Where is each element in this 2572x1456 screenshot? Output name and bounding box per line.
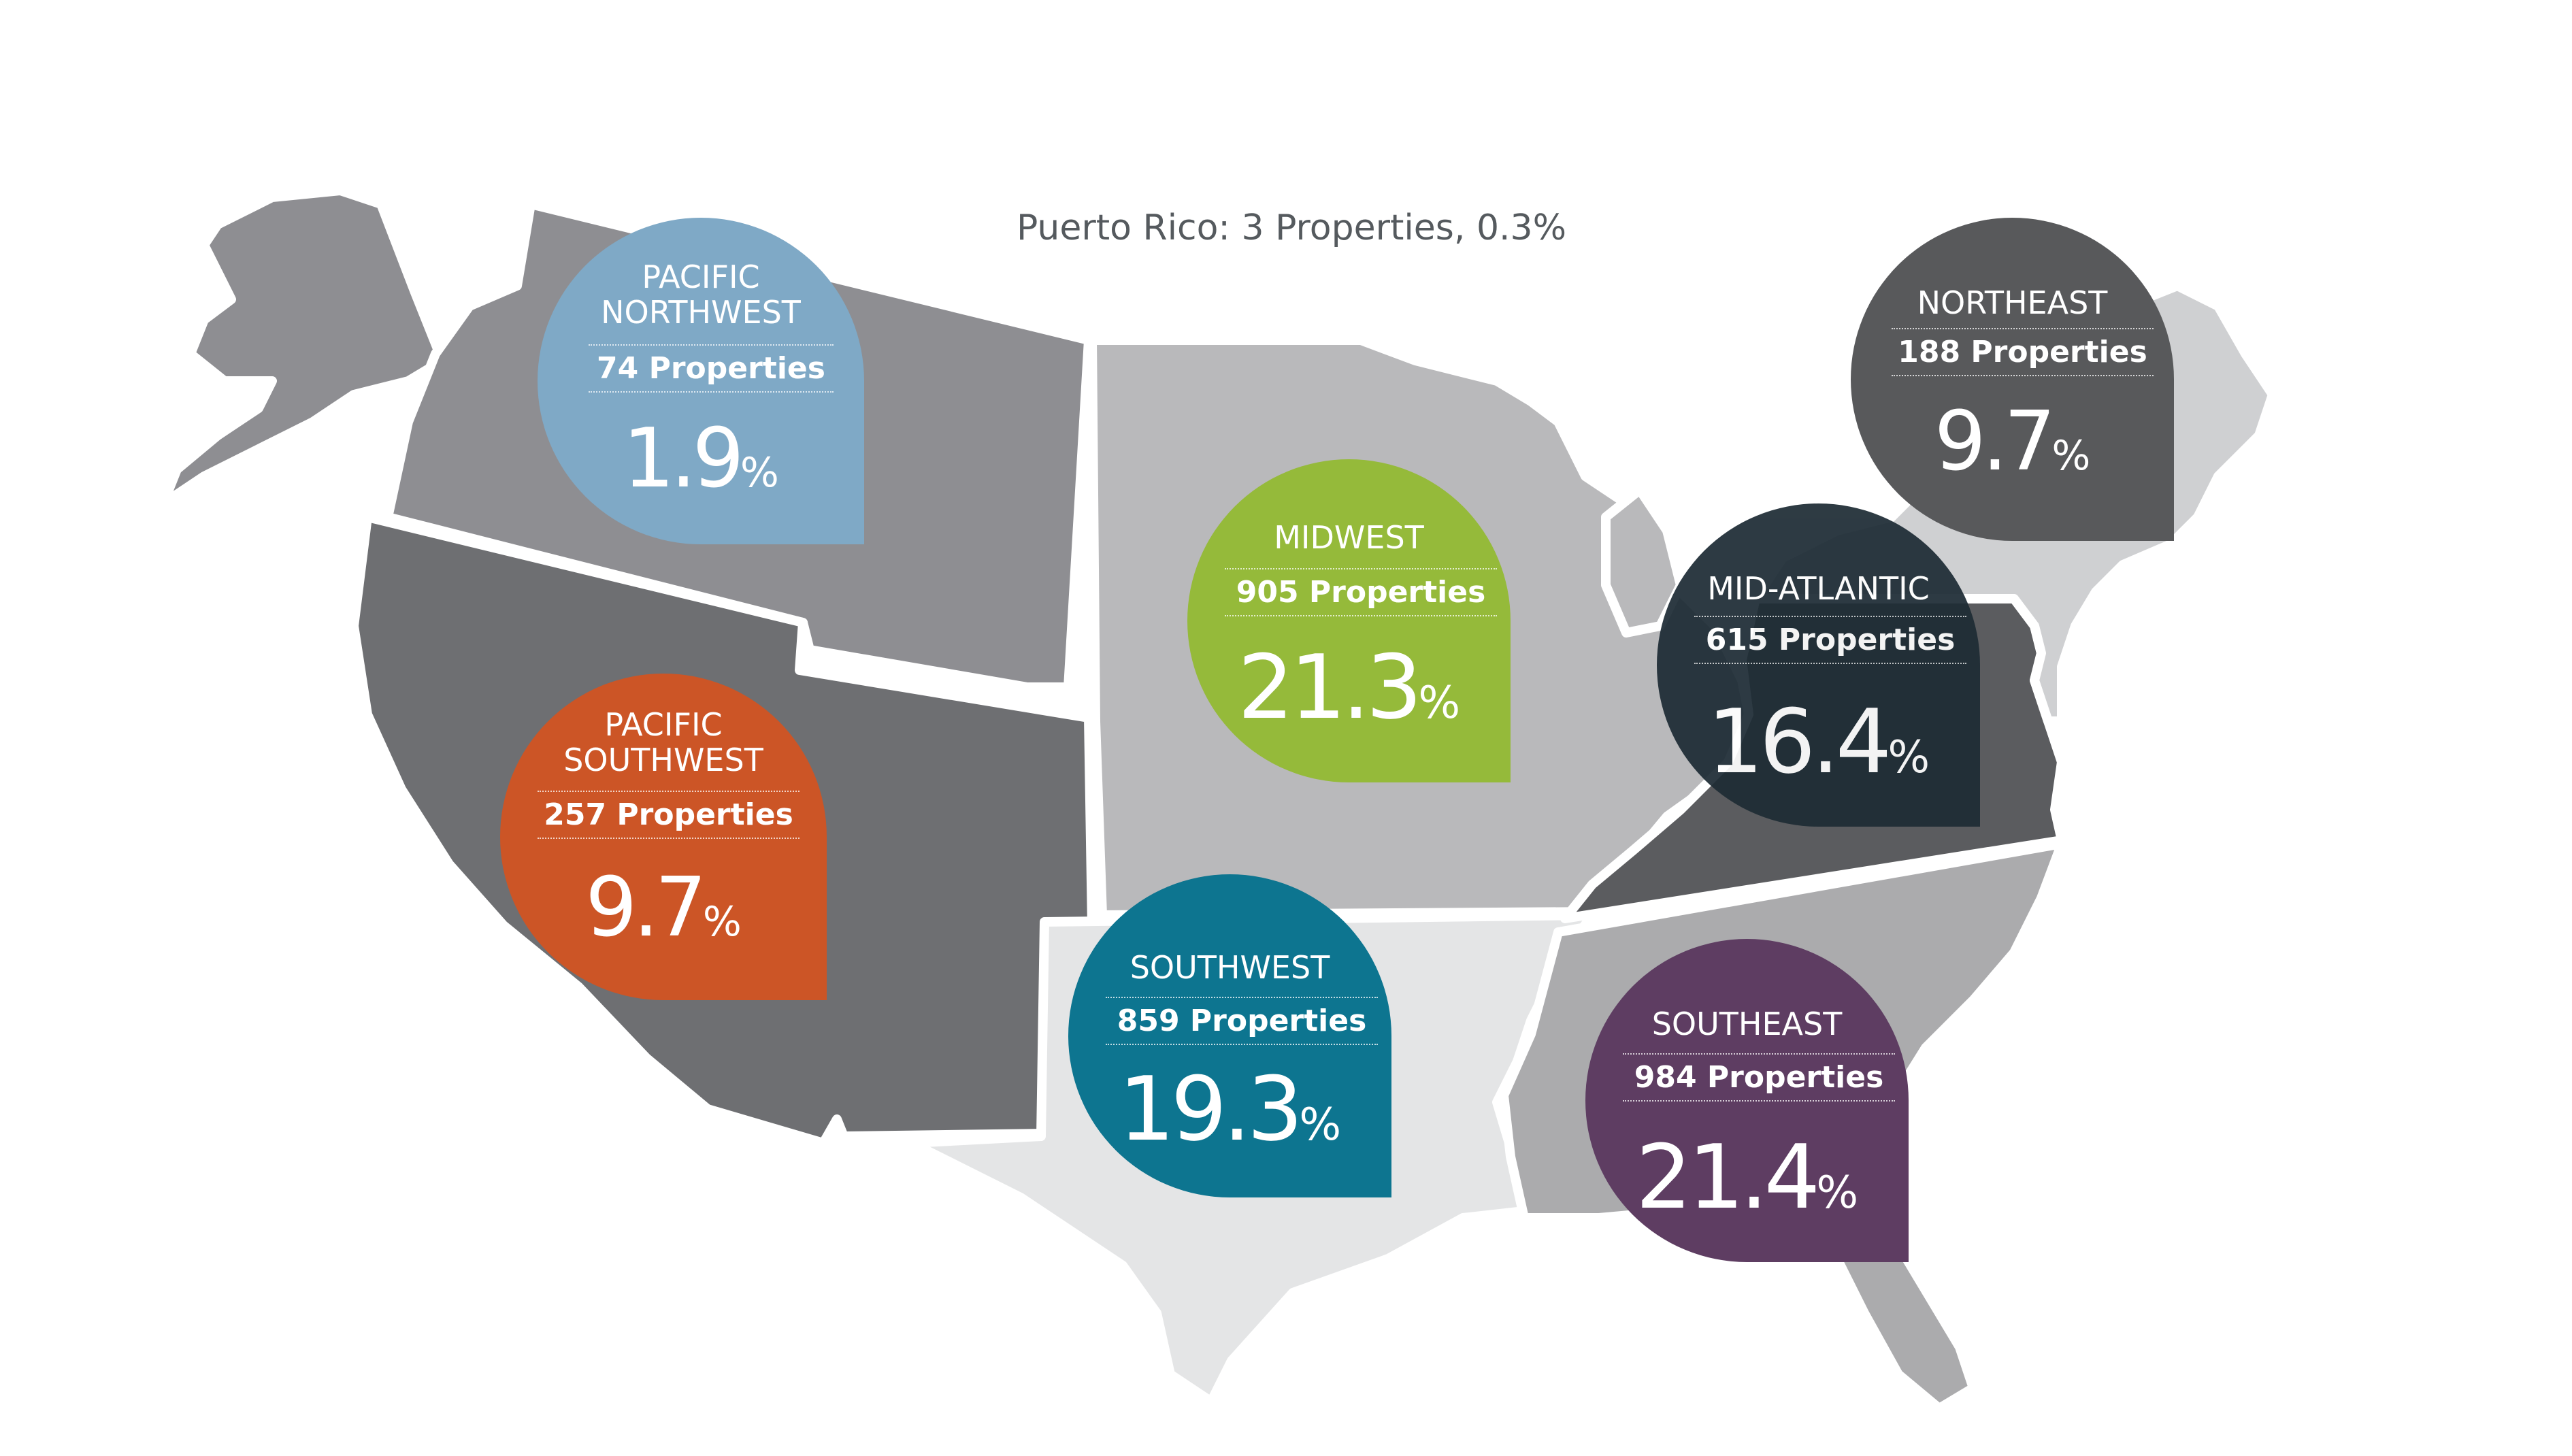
share-percent: 16.4% <box>1707 690 1930 793</box>
region-name: MID-ATLANTIC <box>1707 570 1930 607</box>
property-count: 257 Properties <box>538 791 799 839</box>
region-name: PACIFIC SOUTHWEST <box>563 706 763 778</box>
region-name: MIDWEST <box>1274 519 1424 556</box>
bubble-pacific-southwest: PACIFIC SOUTHWEST 257 Properties 9.7% <box>500 674 827 1000</box>
bubble-midwest: MIDWEST 905 Properties 21.3% <box>1187 459 1511 782</box>
region-name: PACIFIC NORTHWEST <box>601 259 801 331</box>
bubble-southeast: SOUTHEAST 984 Properties 21.4% <box>1585 939 1909 1262</box>
share-percent: 19.3% <box>1118 1057 1342 1161</box>
region-alaska <box>159 186 447 508</box>
property-count: 859 Properties <box>1106 997 1378 1045</box>
property-count: 615 Properties <box>1694 616 1966 664</box>
share-percent: 21.4% <box>1635 1125 1859 1229</box>
property-count: 905 Properties <box>1225 568 1497 616</box>
property-count: 984 Properties <box>1623 1053 1895 1102</box>
region-name: SOUTHWEST <box>1130 949 1330 986</box>
share-percent: 9.7% <box>1934 395 2091 489</box>
region-name: NORTHEAST <box>1917 284 2108 321</box>
bubble-mid-atlantic: MID-ATLANTIC 615 Properties 16.4% <box>1657 503 1980 827</box>
share-percent: 9.7% <box>585 861 742 955</box>
bubble-pacific-northwest: PACIFIC NORTHWEST 74 Properties 1.9% <box>538 218 864 544</box>
puerto-rico-note: Puerto Rico: 3 Properties, 0.3% <box>1017 208 1566 248</box>
bubble-northeast: NORTHEAST 188 Properties 9.7% <box>1851 218 2174 541</box>
bubble-southwest: SOUTHWEST 859 Properties 19.3% <box>1068 874 1391 1197</box>
property-count: 74 Properties <box>589 344 834 393</box>
share-percent: 1.9% <box>623 412 779 506</box>
region-name: SOUTHEAST <box>1651 1006 1843 1042</box>
property-count: 188 Properties <box>1892 328 2154 376</box>
share-percent: 21.3% <box>1237 635 1461 739</box>
